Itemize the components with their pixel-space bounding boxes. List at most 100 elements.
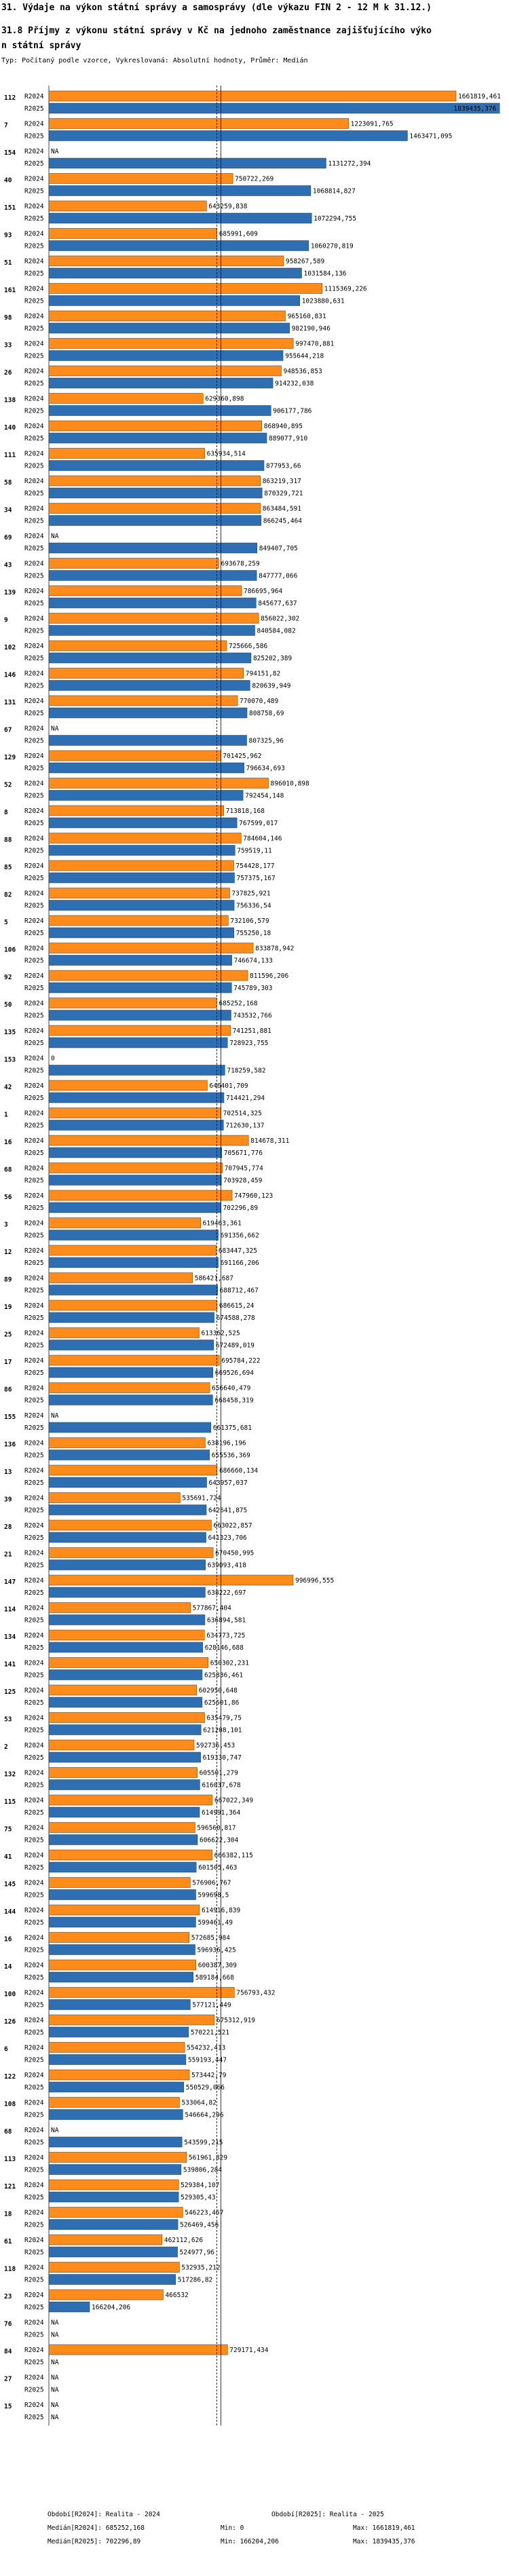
bar-r2025 (48, 1944, 195, 1955)
data-label: 808758,69 (249, 710, 284, 717)
bar-r2024 (48, 2262, 180, 2273)
series-label: R2024 (24, 396, 44, 403)
bar-r2025 (48, 240, 309, 251)
category-label: 100 (4, 1991, 16, 1999)
data-label: 532935,212 (181, 2265, 220, 2272)
bar-r2025 (48, 1422, 212, 1433)
data-label: 462112,626 (164, 2237, 203, 2244)
series-label: R2024 (24, 258, 44, 265)
bar-r2025 (48, 487, 263, 499)
category-label: 125 (4, 1688, 16, 1696)
data-label: 703928,459 (223, 1177, 262, 1185)
data-label: 672489,019 (216, 1342, 254, 1350)
series-label: R2024 (24, 1220, 44, 1228)
data-label: 559193,447 (188, 2057, 227, 2064)
bar-r2025 (48, 102, 500, 114)
category-label: 3 (4, 1221, 8, 1229)
data-label: 745789,303 (233, 985, 272, 992)
category-label: 93 (4, 232, 12, 240)
category-label: 154 (4, 149, 16, 157)
data-label: 743532,766 (233, 1012, 271, 1020)
series-label: R2025 (24, 408, 44, 415)
category-label: 53 (4, 1716, 12, 1724)
series-label: R2025 (24, 2167, 44, 2174)
series-label: R2024 (24, 1880, 44, 1887)
bar-r2024 (48, 228, 217, 239)
bar-r2025 (48, 157, 326, 169)
series-label: R2025 (24, 2002, 44, 2009)
data-label: NA (51, 2387, 59, 2394)
bar-r2025 (48, 845, 235, 856)
series-label: R2024 (24, 1302, 44, 1310)
category-label: 114 (4, 1606, 16, 1614)
series-label: R2024 (24, 890, 44, 898)
category-label: 18 (4, 2211, 12, 2218)
data-label: 718259,582 (227, 1067, 265, 1075)
bar-r2025 (48, 1395, 213, 1405)
data-label: NA (51, 2332, 59, 2339)
series-label: R2024 (24, 1440, 44, 1447)
bar-r2024 (48, 1822, 195, 1833)
series-label: R2024 (24, 506, 44, 513)
category-label: 52 (4, 782, 12, 789)
series-label: R2025 (24, 270, 44, 278)
data-label: 526469,456 (180, 2222, 219, 2229)
series-label: R2024 (24, 1192, 44, 1200)
bar-r2024 (48, 558, 219, 569)
data-label: 674588,278 (216, 1314, 255, 1322)
data-label: 1131272,394 (328, 160, 371, 168)
series-label: R2025 (24, 1727, 44, 1735)
data-label: 825202,389 (253, 655, 292, 662)
series-label: R2024 (24, 176, 44, 183)
bar-r2024 (48, 1712, 205, 1723)
data-label: 1060270,819 (311, 243, 354, 250)
series-label: R2024 (24, 1797, 44, 1804)
category-label: 1 (4, 1112, 8, 1119)
data-label: 906177,786 (273, 408, 312, 415)
series-label: R2025 (24, 2057, 44, 2064)
bar-r2024 (48, 1602, 191, 1613)
data-label: 546223,467 (185, 2210, 223, 2217)
bar-r2025 (48, 2301, 90, 2313)
bar-r2025 (48, 542, 257, 554)
series-label: R2024 (24, 2182, 44, 2189)
bar-r2024 (48, 1849, 212, 1861)
data-label: 701425,962 (223, 753, 261, 760)
series-label: R2024 (24, 286, 44, 293)
category-label: 75 (4, 1826, 12, 1834)
data-label: 792454,148 (245, 793, 284, 800)
series-label: R2024 (24, 1385, 44, 1393)
series-label: R2024 (24, 451, 44, 458)
bar-r2024 (48, 1464, 218, 1476)
bar-r2024 (48, 1355, 220, 1366)
data-label: NA (51, 2359, 59, 2366)
category-label: 16 (4, 1139, 12, 1146)
data-label: 650302,231 (210, 1660, 249, 1667)
category-label: 153 (4, 1057, 16, 1064)
series-label: R2025 (24, 1067, 44, 1075)
category-label: 144 (4, 1908, 16, 1916)
data-label: 814678,311 (250, 1137, 289, 1145)
data-label: 1072294,755 (314, 215, 356, 223)
series-label: R2025 (24, 1892, 44, 1899)
series-label: R2024 (24, 1165, 44, 1173)
category-label: 69 (4, 534, 12, 542)
bar-r2025 (48, 927, 234, 939)
data-label: 1223091,765 (351, 121, 394, 128)
series-label: R2024 (24, 2072, 44, 2079)
data-label: 702296,89 (223, 1205, 259, 1212)
data-label: 840584,082 (257, 628, 296, 635)
bar-r2024 (48, 1767, 197, 1778)
data-label: 845677,637 (258, 600, 297, 607)
series-label: R2025 (24, 463, 44, 470)
data-label: 756336,54 (236, 903, 271, 910)
series-label: R2024 (24, 1605, 44, 1612)
series-label: R2024 (24, 2100, 44, 2107)
data-label: 707945,774 (225, 1165, 263, 1173)
bar-r2024 (48, 1684, 197, 1696)
data-label: 996996,555 (295, 1577, 334, 1585)
category-label: 19 (4, 1304, 12, 1311)
bar-r2024 (48, 393, 204, 404)
bar-r2025 (48, 570, 257, 581)
data-label: 625601,86 (204, 1699, 240, 1707)
